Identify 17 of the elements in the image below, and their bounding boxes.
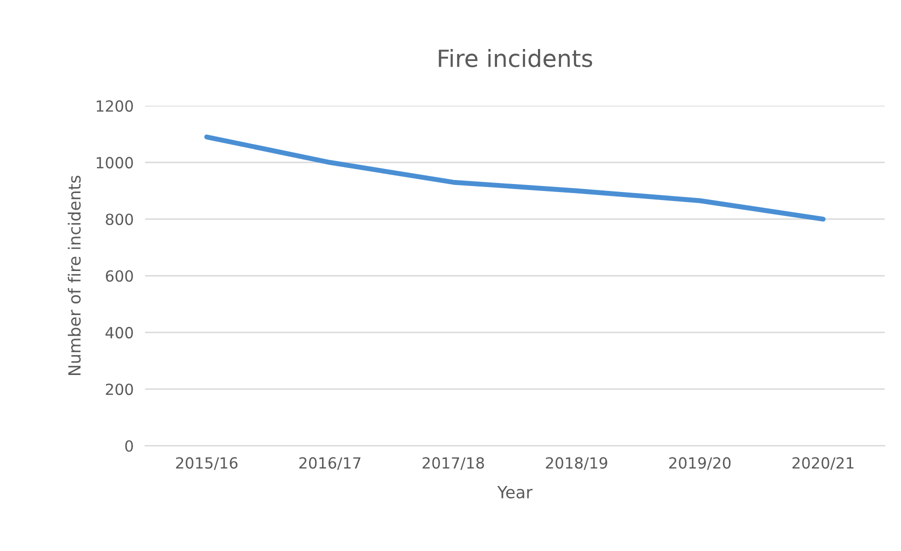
y-tick-label: 400 xyxy=(106,326,133,338)
x-tick-label: 2015/16 xyxy=(176,457,238,470)
x-tick-label: 2019/20 xyxy=(669,457,731,470)
x-tick-label: 2016/17 xyxy=(299,457,360,470)
x-tick-label: 2017/18 xyxy=(422,457,484,470)
y-tick-label: 600 xyxy=(106,270,133,282)
x-tick-label: 2018/19 xyxy=(546,457,608,470)
chart-title: Fire incidents xyxy=(438,48,592,68)
line-series xyxy=(204,134,826,222)
y-tick-label: 200 xyxy=(106,384,133,396)
y-axis-title: Number of fire incidents xyxy=(68,176,81,376)
x-axis-title: Year xyxy=(497,486,533,498)
y-tick-label: 800 xyxy=(106,214,133,226)
y-tick-label: 0 xyxy=(125,440,133,452)
y-tick-label: 1000 xyxy=(96,156,133,168)
x-tick-label: 2020/21 xyxy=(792,457,854,470)
y-tick-label: 1200 xyxy=(96,100,133,112)
